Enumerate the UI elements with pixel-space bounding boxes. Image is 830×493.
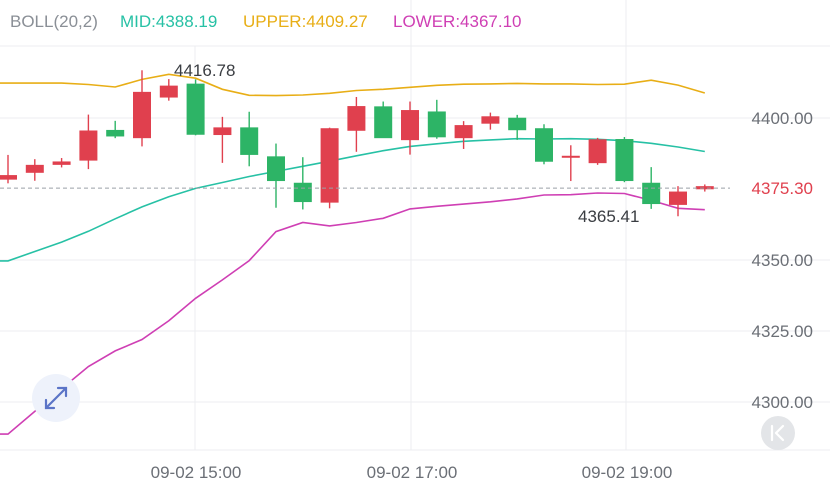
bollinger-bands bbox=[0, 73, 706, 435]
candle[interactable] bbox=[454, 121, 473, 149]
candle-body bbox=[0, 175, 17, 180]
x-tick-label: 09-02 15:00 bbox=[151, 463, 242, 482]
candle-body bbox=[133, 91, 151, 139]
candle[interactable] bbox=[293, 157, 312, 210]
candle[interactable] bbox=[669, 186, 687, 217]
candle[interactable] bbox=[347, 96, 366, 152]
candle[interactable] bbox=[561, 145, 580, 182]
candle[interactable] bbox=[374, 101, 393, 139]
y-tick-label: 4325.00 bbox=[752, 322, 813, 341]
candle-body bbox=[79, 130, 98, 161]
y-tick-label: 4400.00 bbox=[752, 109, 813, 128]
y-tick-label: 4300.00 bbox=[752, 393, 813, 412]
upper-band-line bbox=[0, 73, 706, 97]
candle-body bbox=[695, 186, 714, 190]
candle[interactable] bbox=[0, 154, 17, 184]
min-price-label: 4365.41 bbox=[578, 207, 639, 226]
candle[interactable] bbox=[508, 114, 527, 140]
collapse-button[interactable] bbox=[761, 416, 795, 450]
candle[interactable] bbox=[401, 101, 419, 155]
legend-upper: UPPER:4409.27 bbox=[243, 12, 368, 31]
candle-body bbox=[159, 85, 178, 98]
expand-arrows-icon bbox=[44, 386, 68, 410]
candle-body bbox=[52, 161, 71, 165]
candle[interactable] bbox=[695, 184, 714, 192]
candle[interactable] bbox=[159, 79, 178, 101]
candle-body bbox=[293, 182, 312, 203]
candle[interactable] bbox=[615, 137, 634, 183]
candle-body bbox=[374, 106, 393, 139]
candle-body bbox=[535, 128, 553, 162]
collapse-left-icon bbox=[770, 424, 785, 442]
candle[interactable] bbox=[267, 143, 285, 208]
candle[interactable] bbox=[79, 114, 98, 170]
candle-body bbox=[401, 110, 419, 141]
candle[interactable] bbox=[240, 111, 259, 167]
candle-body bbox=[347, 106, 366, 131]
legend-mid: MID:4388.19 bbox=[120, 12, 217, 31]
candle[interactable] bbox=[320, 127, 339, 209]
max-price-label: 4416.78 bbox=[174, 61, 235, 80]
candles bbox=[0, 70, 714, 217]
candle-body bbox=[267, 156, 285, 182]
candle-body bbox=[508, 117, 527, 131]
candle-body bbox=[213, 127, 232, 136]
legend-lower: LOWER:4367.10 bbox=[393, 12, 522, 31]
y-axis: 4400.00 4350.00 4325.00 4300.00 bbox=[752, 109, 813, 412]
candle-body bbox=[454, 125, 473, 139]
candle-body bbox=[106, 129, 125, 137]
candle-body bbox=[588, 139, 607, 164]
y-tick-label: 4350.00 bbox=[752, 251, 813, 270]
expand-button[interactable] bbox=[32, 374, 80, 422]
candle[interactable] bbox=[133, 70, 151, 147]
candle[interactable] bbox=[535, 124, 553, 165]
candle[interactable] bbox=[481, 112, 500, 130]
lower-band-line bbox=[0, 192, 705, 435]
grid-lines bbox=[0, 0, 830, 451]
legend-indicator-name: BOLL(20,2) bbox=[10, 12, 98, 31]
candle-body bbox=[642, 182, 661, 205]
candle-body bbox=[669, 191, 687, 205]
candle[interactable] bbox=[588, 137, 607, 165]
mid-band-line bbox=[0, 137, 705, 262]
candle-body bbox=[561, 155, 580, 158]
candle-body bbox=[615, 139, 634, 182]
current-price-value: 4375.30 bbox=[752, 179, 813, 198]
candle[interactable] bbox=[427, 99, 446, 139]
candle[interactable] bbox=[106, 120, 125, 139]
candle-body bbox=[481, 116, 500, 124]
candle[interactable] bbox=[25, 159, 44, 181]
candle[interactable] bbox=[186, 79, 205, 136]
current-price-tag: 4375.30 bbox=[731, 175, 830, 202]
candle[interactable] bbox=[213, 116, 232, 163]
candle-body bbox=[240, 127, 259, 155]
x-tick-label: 09-02 19:00 bbox=[582, 463, 673, 482]
x-tick-label: 09-02 17:00 bbox=[367, 463, 458, 482]
candle-body bbox=[25, 164, 44, 173]
candle-body bbox=[320, 128, 339, 203]
candle[interactable] bbox=[52, 158, 71, 168]
candle-body bbox=[427, 111, 446, 138]
candle-body bbox=[186, 83, 205, 135]
